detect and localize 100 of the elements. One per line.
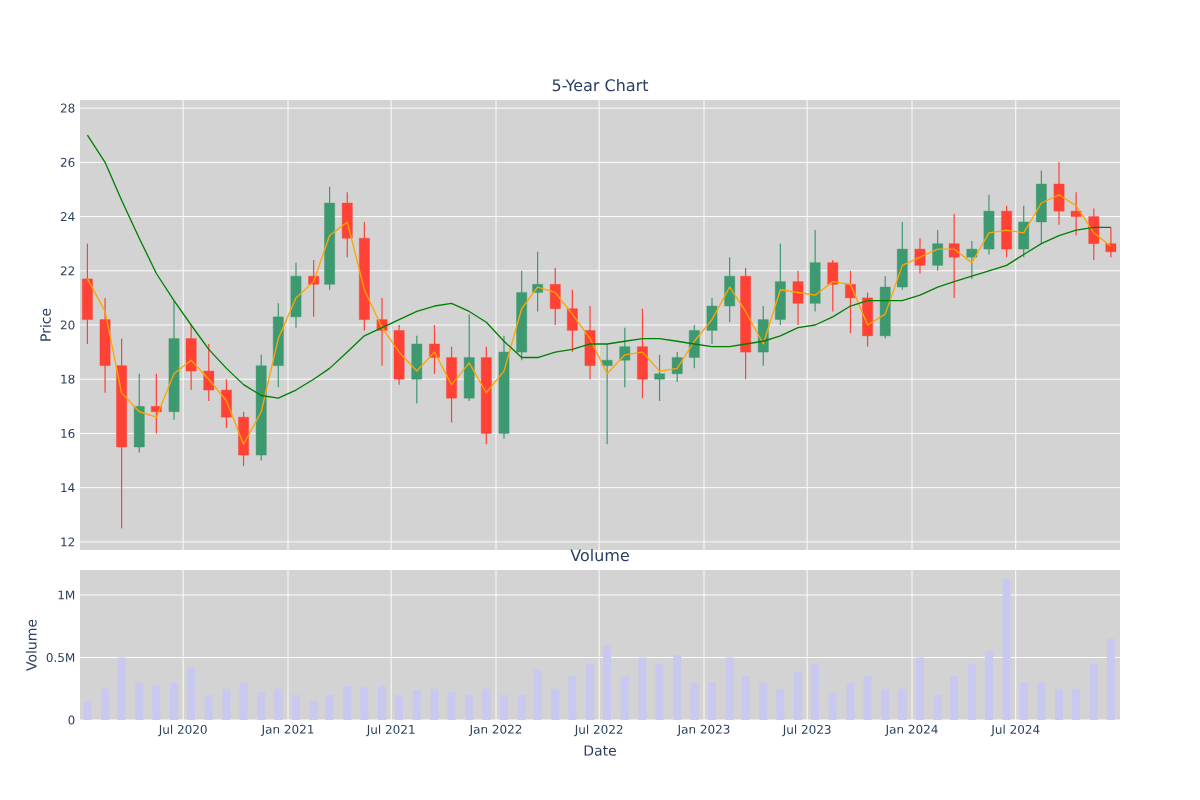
y-tick-label: 12 [61, 537, 75, 547]
bar [1002, 578, 1011, 720]
y-tick-label: 24 [60, 212, 75, 222]
bar [950, 676, 959, 720]
bar [465, 695, 474, 720]
x-tick-label: Jul 2020 [158, 724, 207, 737]
bar [309, 701, 318, 720]
y-tick-label: 1M [58, 590, 75, 600]
bar [482, 688, 491, 720]
bar [204, 695, 213, 720]
bar [257, 692, 266, 720]
y-tick-label: 0.5M [46, 652, 75, 663]
bar [967, 663, 976, 720]
y-tick-label: 0 [68, 715, 75, 725]
candlestick [966, 240, 978, 280]
candlestick [1070, 191, 1082, 237]
bar [187, 667, 196, 720]
bar [135, 682, 144, 720]
bar [1072, 688, 1081, 720]
bar [690, 682, 699, 720]
bar [933, 695, 942, 720]
bar [1106, 638, 1115, 720]
bar [170, 682, 179, 720]
bar [83, 701, 92, 720]
bar [291, 695, 300, 720]
bar [586, 663, 595, 720]
x-tick-label: Jul 2023 [782, 724, 831, 737]
bar [430, 688, 439, 720]
x-tick-label: Jul 2024 [990, 724, 1040, 737]
bar [517, 695, 526, 720]
y-tick-label: 18 [61, 374, 75, 384]
bar [1037, 682, 1046, 720]
bar [828, 692, 837, 720]
bar [916, 657, 924, 720]
candlestick [827, 259, 839, 313]
candlestick [619, 327, 631, 388]
x-axis-title: Date [584, 745, 616, 756]
bar [603, 645, 612, 720]
bar [325, 695, 334, 720]
bar [846, 682, 855, 720]
bar [568, 676, 577, 720]
bar [620, 676, 629, 720]
bar [274, 688, 283, 720]
bar [1019, 682, 1028, 720]
bar [759, 682, 768, 720]
bar [533, 670, 542, 720]
candlestick [308, 259, 319, 318]
bar [984, 651, 993, 720]
bar [673, 655, 682, 720]
candlestick [948, 213, 960, 299]
candlestick [845, 270, 856, 334]
x-tick-label: Jan 2022 [468, 724, 522, 737]
candlestick [203, 343, 215, 402]
bar [741, 676, 750, 720]
bar [725, 657, 734, 720]
y-tick-label: 22 [60, 266, 75, 276]
candlestick [914, 237, 926, 275]
candlestick [532, 251, 543, 313]
x-tick-label: Jul 2021 [366, 724, 415, 737]
bar [152, 685, 161, 720]
bar [447, 692, 456, 720]
bar [811, 663, 820, 720]
candlestick [429, 324, 440, 375]
x-tick-label: Jan 2024 [884, 724, 938, 737]
candlestick [654, 354, 665, 402]
candlestick [932, 229, 943, 272]
bar [239, 682, 248, 720]
candlestick [671, 351, 683, 383]
bar [898, 688, 907, 720]
y-tick-label: 16 [61, 428, 75, 438]
y-axis-title: Volume [25, 619, 37, 671]
candlestick [601, 343, 613, 445]
bar [412, 690, 421, 720]
bar [551, 688, 560, 720]
bar [1055, 688, 1064, 720]
chart-title: Volume [570, 548, 629, 562]
bar [222, 688, 231, 720]
bar [117, 657, 126, 720]
chart-title: 5-Year Chart [552, 78, 649, 92]
y-tick-label: 14 [61, 483, 75, 493]
candlestick [1105, 226, 1117, 258]
bar [863, 676, 872, 720]
candlestick [567, 289, 578, 353]
bar [101, 688, 110, 720]
bar [881, 688, 890, 720]
y-axis-title: Price [40, 308, 51, 341]
bar [776, 688, 785, 720]
candlestick [792, 270, 804, 326]
x-tick-label: Jan 2023 [676, 724, 730, 737]
bar [655, 663, 664, 720]
x-tick-label: Jul 2022 [574, 724, 623, 737]
bar [378, 686, 387, 720]
bar [708, 682, 716, 720]
candlestick [151, 373, 162, 435]
bar [343, 686, 352, 720]
y-tick-label: 20 [60, 320, 75, 330]
bar [360, 687, 369, 720]
bar [1089, 663, 1098, 720]
bar [395, 695, 404, 720]
bar [499, 695, 508, 720]
